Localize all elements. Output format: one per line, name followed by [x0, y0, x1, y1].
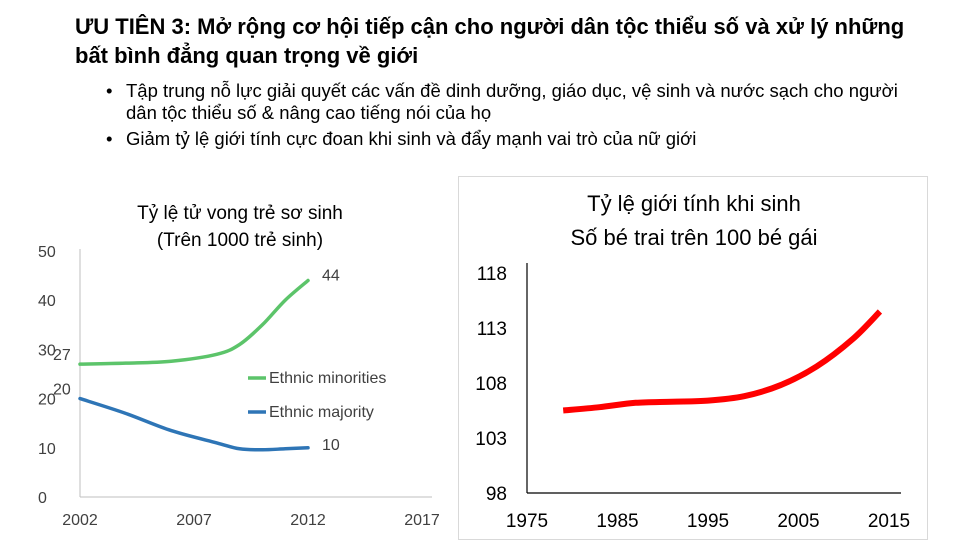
series-line	[78, 396, 310, 452]
x-tick-label: 2015	[868, 511, 910, 532]
y-tick-label: 0	[38, 490, 47, 507]
data-label: 10	[322, 437, 340, 454]
x-tick-label: 2005	[777, 511, 819, 532]
y-tick-label: 98	[486, 484, 507, 505]
bullet-list: Tập trung nỗ lực giải quyết các vấn đề d…	[104, 80, 904, 154]
y-tick-label: 10	[38, 441, 56, 458]
bullet-item: Giảm tỷ lệ giới tính cực đoan khi sinh v…	[104, 128, 904, 150]
data-label: 44	[322, 268, 340, 285]
series-line	[78, 278, 310, 366]
chart-title: Tỷ lệ giới tính khi sinh	[587, 191, 801, 216]
sex-ratio-chart: Tỷ lệ giới tính khi sinh Số bé trai trên…	[458, 176, 928, 540]
y-tick-label: 108	[475, 374, 507, 395]
x-tick-label: 2007	[176, 512, 212, 529]
y-tick-label: 30	[38, 342, 56, 359]
x-tick-label: 2017	[404, 512, 440, 529]
series-line	[562, 309, 883, 414]
x-tick-label: 1975	[506, 511, 548, 532]
data-label: 27	[53, 347, 71, 364]
chart-subtitle: Số bé trai trên 100 bé gái	[570, 225, 817, 250]
infant-mortality-chart-svg: Tỷ lệ tử vong trẻ sơ sinh (Trên 1000 trẻ…	[38, 203, 440, 529]
chart-title: Tỷ lệ tử vong trẻ sơ sinh	[137, 203, 343, 224]
y-tick-label: 113	[477, 319, 507, 340]
data-label: 20	[53, 382, 71, 399]
y-tick-label: 50	[38, 244, 56, 261]
y-tick-label: 20	[38, 392, 56, 409]
bullet-item: Tập trung nỗ lực giải quyết các vấn đề d…	[104, 80, 904, 124]
slide-title: ƯU TIÊN 3: Mở rộng cơ hội tiếp cận cho n…	[75, 14, 905, 68]
sex-ratio-chart-svg: Tỷ lệ giới tính khi sinh Số bé trai trên…	[475, 191, 910, 532]
x-tick-label: 1995	[687, 511, 729, 532]
chart-subtitle: (Trên 1000 trẻ sinh)	[157, 230, 323, 251]
y-tick-label: 40	[38, 293, 56, 310]
infant-mortality-chart: Tỷ lệ tử vong trẻ sơ sinh (Trên 1000 trẻ…	[28, 183, 456, 540]
x-tick-label: 2002	[62, 512, 98, 529]
x-tick-label: 1985	[596, 511, 638, 532]
legend-label: Ethnic minorities	[269, 370, 386, 387]
y-tick-label: 118	[477, 264, 507, 285]
y-tick-label: 103	[475, 429, 507, 450]
legend-label: Ethnic majority	[269, 404, 374, 421]
x-tick-label: 2012	[290, 512, 326, 529]
